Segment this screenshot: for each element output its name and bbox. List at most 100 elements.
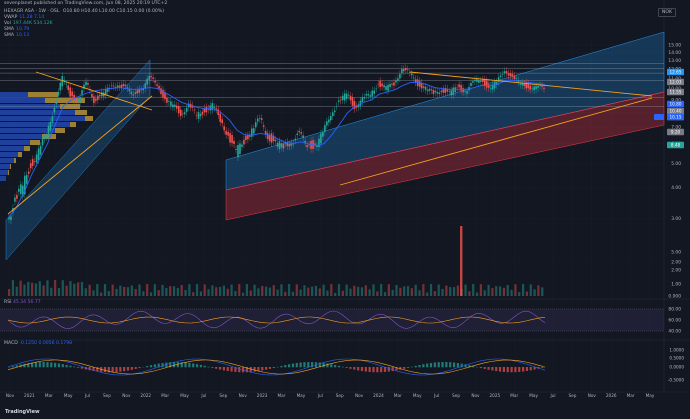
- macd-bar: [487, 367, 490, 370]
- candle-body: [195, 115, 198, 116]
- candle-body: [442, 89, 445, 93]
- candle-body: [296, 133, 299, 135]
- candle-body: [33, 161, 36, 162]
- volume-bar: [326, 290, 329, 296]
- candle-body: [521, 82, 524, 86]
- sma2-legend[interactable]: SMA 10.13: [4, 33, 31, 39]
- candle-body: [100, 92, 103, 97]
- candle-body: [16, 195, 18, 199]
- x-tick-label: May: [413, 393, 422, 398]
- macd-bar: [165, 362, 168, 368]
- candle-body: [260, 118, 263, 121]
- candle-body: [333, 110, 336, 113]
- volume-bar: [264, 286, 268, 296]
- candle-body: [446, 88, 449, 92]
- y-tick-label: 4.00: [671, 185, 681, 191]
- macd-bar: [506, 367, 509, 373]
- profile-bar-blue: [0, 152, 18, 157]
- price-tag: [667, 100, 684, 108]
- x-tick-label: Jul: [84, 393, 90, 398]
- volume-bar: [257, 288, 260, 296]
- candle-body: [306, 144, 308, 148]
- candle-body: [148, 76, 150, 80]
- volume-bar: [311, 286, 314, 296]
- candle-body: [134, 92, 137, 94]
- profile-bar-yellow: [85, 116, 93, 121]
- candle-body: [73, 94, 75, 100]
- volume-bar: [54, 280, 57, 296]
- candle-body: [316, 145, 318, 148]
- sma1-legend[interactable]: SMA 10.79: [4, 27, 31, 33]
- volume-bar: [268, 287, 272, 296]
- candle-body: [501, 74, 504, 75]
- x-tick-label: 2026: [606, 393, 617, 398]
- candle-body: [108, 87, 111, 89]
- candle-body: [480, 80, 482, 82]
- candle-body: [39, 146, 42, 155]
- macd-bar: [88, 367, 91, 371]
- volume-bar: [130, 285, 133, 296]
- macd-bar: [353, 367, 356, 370]
- trend-lines: [7, 71, 653, 215]
- volume-values: 197.44K 534.12K: [12, 21, 53, 26]
- macd-bar: [406, 367, 410, 368]
- candle-body: [175, 105, 178, 109]
- currency-badge[interactable]: NOK: [657, 8, 676, 17]
- tradingview-logo[interactable]: TradingView: [5, 409, 40, 415]
- volume-bar: [215, 287, 218, 296]
- macd-bar: [226, 367, 229, 372]
- profile-bar-yellow: [75, 110, 87, 115]
- macd-bar: [207, 366, 210, 368]
- candle-body: [460, 85, 462, 91]
- volume-bar: [107, 291, 110, 296]
- candle-body: [249, 134, 251, 137]
- price-tag: [667, 128, 684, 136]
- candle-body: [191, 105, 194, 108]
- macd-legend[interactable]: MACD -0.1250 0.0056 0.1798: [4, 341, 72, 346]
- x-tick-label: Sep: [452, 393, 460, 398]
- volume-bar: [276, 289, 279, 296]
- macd-bar: [533, 367, 536, 370]
- volume-bar: [353, 285, 356, 296]
- macd-bar: [483, 367, 486, 369]
- profile-bar-blue: [0, 116, 85, 121]
- volume-legend[interactable]: Vol 197.44K 534.12K: [4, 21, 55, 27]
- candle-body: [527, 83, 530, 89]
- volume-bar: [433, 291, 436, 296]
- candle-body: [343, 93, 346, 101]
- candle-body: [243, 139, 245, 145]
- candle-body: [183, 112, 186, 115]
- volume-bar: [142, 291, 145, 296]
- macd-bar: [119, 367, 122, 372]
- volume-bar: [188, 284, 191, 296]
- macd-bar: [380, 367, 383, 373]
- y-tick-label: 15.00: [668, 42, 681, 48]
- volume-bar: [491, 288, 494, 296]
- candle-body: [472, 81, 474, 83]
- candle-body: [272, 135, 275, 142]
- profile-bar-blue: [0, 110, 75, 115]
- candle-body: [237, 145, 239, 158]
- candle-body: [116, 85, 119, 88]
- macd-bar: [218, 367, 222, 370]
- candle-body: [172, 104, 174, 108]
- volume-bar: [23, 284, 26, 296]
- macd-bar: [272, 367, 275, 369]
- candle-body: [395, 80, 397, 83]
- y-tick-label: 3.00: [671, 216, 681, 222]
- volume-bar: [192, 292, 195, 296]
- rsi-legend[interactable]: RSI 45.34 56.77: [4, 300, 41, 305]
- vwap-legend[interactable]: VWAP 11.28 7.14: [4, 15, 46, 21]
- volume-bar: [487, 284, 490, 296]
- candle-body: [351, 97, 354, 106]
- candle-body: [49, 121, 52, 131]
- candle-body: [221, 119, 224, 124]
- volume-bar: [330, 284, 333, 296]
- candle-body: [310, 140, 312, 149]
- candle-body: [335, 105, 338, 107]
- macd-bar: [529, 367, 532, 371]
- profile-bar-blue: [0, 128, 55, 133]
- macd-bar: [426, 363, 429, 368]
- candle-body: [215, 108, 218, 110]
